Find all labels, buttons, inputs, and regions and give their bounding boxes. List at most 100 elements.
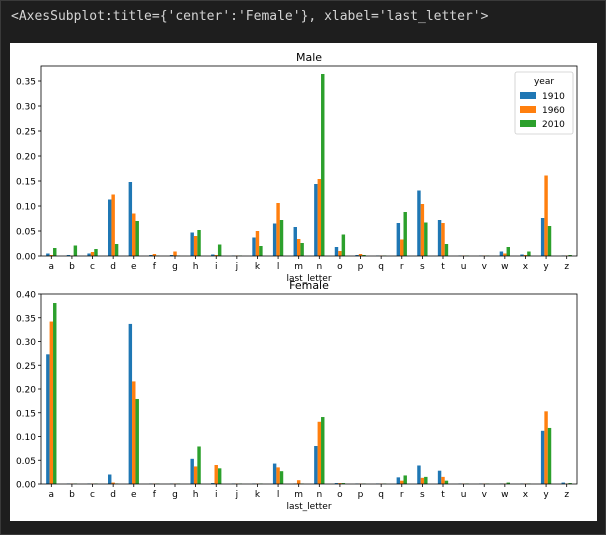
bar-1910-e [128, 323, 133, 484]
chart-title: Male [296, 51, 322, 64]
bar-1910-s [417, 465, 421, 484]
bar-2010-t [444, 480, 449, 484]
x-tick-label: p [358, 490, 364, 500]
output-repr-text: <AxesSubplot:title={'center':'Female'}, … [11, 9, 489, 24]
bar-2010-z [568, 255, 572, 256]
bar-1960-l [276, 467, 280, 485]
bar-1910-o [334, 247, 339, 256]
bar-2010-a [53, 303, 57, 484]
bar-2010-n [321, 74, 325, 256]
x-tick-label: h [193, 490, 199, 500]
axes-frame [40, 293, 578, 485]
legend-swatch-2010 [520, 120, 536, 127]
y-tick-label: 0.15 [16, 178, 36, 188]
x-tick-label: s [420, 490, 425, 500]
x-tick-label: y [543, 262, 549, 272]
x-tick-label: n [316, 262, 322, 272]
legend-box [514, 71, 574, 135]
bar-1910-b [66, 255, 71, 256]
x-tick-label: c [90, 490, 95, 500]
bar-2010-t [444, 244, 449, 256]
y-tick-label: 0.25 [16, 362, 36, 372]
x-tick-label: k [255, 262, 261, 272]
bar-1910-a [46, 253, 50, 256]
x-tick-label: e [131, 490, 137, 500]
legend-label-2010: 2010 [542, 120, 565, 130]
bar-1910-w [499, 251, 504, 256]
bar-1960-s [420, 477, 425, 484]
y-tick-label: 0.30 [16, 103, 36, 113]
x-tick-label: d [110, 262, 116, 272]
bar-2010-l [279, 220, 284, 256]
x-tick-label: w [501, 262, 508, 272]
bar-2010-m [300, 243, 304, 256]
bar-1910-p [355, 255, 359, 256]
bar-2010-l [279, 471, 284, 484]
x-tick-label: s [420, 262, 425, 272]
x-tick-label: c [90, 262, 95, 272]
legend: year 1910 1960 2010 [514, 71, 574, 135]
bar-1910-m [293, 227, 297, 256]
x-tick-label: r [400, 490, 404, 500]
bar-1960-f [152, 254, 157, 256]
bar-1960-k [255, 231, 260, 256]
bar-1960-s [420, 204, 425, 256]
bar-1960-r [400, 239, 404, 256]
bar-2010-b [73, 245, 78, 256]
x-tick-label: v [482, 262, 488, 272]
bar-1960-c [90, 252, 95, 256]
bar-1960-y [544, 175, 548, 256]
bar-2010-x [527, 251, 531, 256]
bar-2010-i [217, 468, 222, 484]
chart-title: Female [289, 279, 329, 292]
x-tick-label: e [131, 262, 137, 272]
x-tick-label: f [153, 262, 157, 272]
legend-label-1960: 1960 [542, 106, 565, 116]
bar-2010-k [259, 246, 263, 256]
x-tick-label: q [378, 490, 384, 500]
x-tick-label: w [501, 490, 508, 500]
x-tick-label: b [69, 262, 75, 272]
bar-1910-d [108, 474, 112, 484]
bar-1960-m [296, 239, 301, 256]
bar-1960-l [276, 203, 280, 256]
x-tick-label: r [400, 262, 404, 272]
bar-1960-a [49, 255, 54, 256]
bar-1960-m [296, 480, 301, 484]
y-tick-label: 0.05 [16, 228, 36, 238]
bar-1960-t [441, 476, 445, 485]
bar-1960-e [132, 213, 136, 256]
x-tick-label: g [172, 490, 178, 500]
x-tick-label: d [110, 490, 116, 500]
x-tick-label: m [294, 490, 303, 500]
x-tick-label: h [193, 262, 199, 272]
y-tick-label: 0.10 [16, 433, 36, 443]
x-axis-label: last_letter [286, 274, 331, 284]
bar-1960-n [317, 179, 322, 256]
chart-female: Female 0.00 0.05 0.10 0.15 0.20 0.25 0.30 0.35 0.… [16, 279, 578, 512]
bar-1960-y [544, 411, 548, 484]
y-tick-label: 0.00 [16, 481, 36, 491]
x-tick-label: l [277, 490, 280, 500]
bar-1960-d [111, 482, 115, 484]
bar-1960-n [317, 421, 322, 484]
bar-1960-g [173, 251, 177, 256]
bar-2010-w [506, 247, 510, 256]
x-tick-label: o [337, 490, 343, 500]
bar-2010-y [547, 427, 552, 484]
bar-2010-a [53, 248, 57, 256]
x-tick-label: a [49, 490, 55, 500]
bar-1910-t [437, 220, 442, 256]
bar-2010-e [135, 221, 139, 256]
x-tick-label: i [215, 262, 218, 272]
bar-1910-n [314, 446, 318, 484]
bar-2010-i [217, 244, 222, 256]
bar-1910-n [314, 184, 318, 256]
x-tick-label: p [358, 262, 364, 272]
bar-1910-r [396, 477, 401, 484]
legend-label-1910: 1910 [542, 92, 565, 102]
bar-1960-i [214, 465, 218, 484]
bar-1960-r [400, 480, 404, 484]
x-tick-label: t [441, 262, 445, 272]
bar-1910-x [520, 254, 524, 256]
